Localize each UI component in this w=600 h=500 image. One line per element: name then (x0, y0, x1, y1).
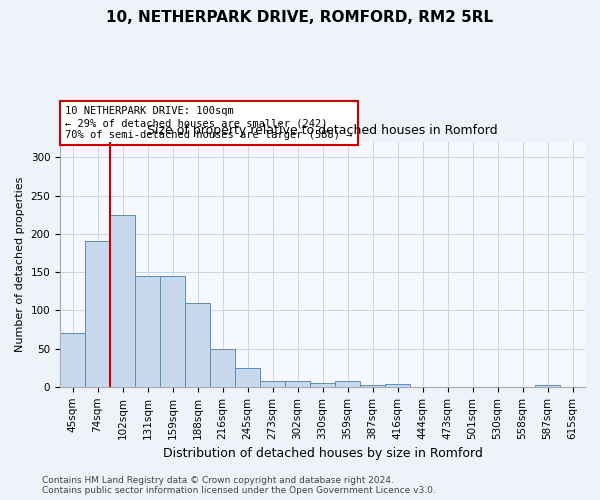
Text: 10 NETHERPARK DRIVE: 100sqm
← 29% of detached houses are smaller (242)
70% of se: 10 NETHERPARK DRIVE: 100sqm ← 29% of det… (65, 106, 353, 140)
Bar (85, 242, 110, 387)
Bar (210, 348, 235, 387)
Bar (385, 384, 410, 387)
Bar (135, 276, 160, 387)
Bar (185, 302, 210, 387)
Bar (335, 380, 360, 387)
Bar (260, 380, 285, 387)
Text: Contains HM Land Registry data © Crown copyright and database right 2024.
Contai: Contains HM Land Registry data © Crown c… (42, 476, 436, 495)
Bar (60, 334, 85, 387)
Bar (285, 380, 310, 387)
Bar (360, 384, 385, 387)
X-axis label: Distribution of detached houses by size in Romford: Distribution of detached houses by size … (163, 447, 482, 460)
Bar (310, 383, 335, 387)
Bar (160, 276, 185, 387)
Y-axis label: Number of detached properties: Number of detached properties (15, 176, 25, 352)
Text: 10, NETHERPARK DRIVE, ROMFORD, RM2 5RL: 10, NETHERPARK DRIVE, ROMFORD, RM2 5RL (106, 10, 494, 25)
Bar (110, 214, 135, 387)
Title: Size of property relative to detached houses in Romford: Size of property relative to detached ho… (147, 124, 498, 136)
Bar (535, 384, 560, 387)
Bar (235, 368, 260, 387)
